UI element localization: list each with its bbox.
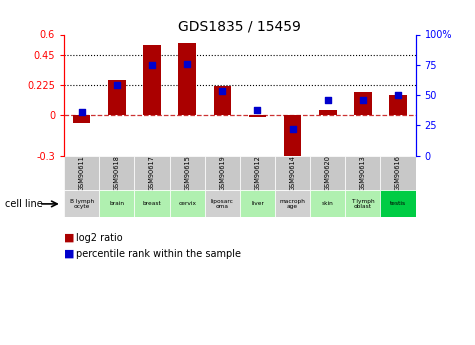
Text: GSM90615: GSM90615 xyxy=(184,155,190,191)
Text: percentile rank within the sample: percentile rank within the sample xyxy=(76,249,241,258)
Bar xyxy=(390,95,407,115)
Text: T lymph
oblast: T lymph oblast xyxy=(351,198,375,209)
Bar xyxy=(275,156,310,190)
Text: cell line: cell line xyxy=(5,199,42,209)
Bar xyxy=(134,156,170,190)
Text: liposarc
oma: liposarc oma xyxy=(211,198,234,209)
Text: cervix: cervix xyxy=(178,201,196,206)
Bar xyxy=(310,190,345,217)
Point xyxy=(289,126,296,132)
Point xyxy=(324,97,332,102)
Point xyxy=(254,107,261,112)
Bar xyxy=(310,156,345,190)
Text: GSM90616: GSM90616 xyxy=(395,155,401,191)
Bar xyxy=(319,110,336,115)
Bar xyxy=(275,190,310,217)
Bar xyxy=(380,156,416,190)
Point xyxy=(148,62,156,68)
Bar xyxy=(134,190,170,217)
Text: GSM90619: GSM90619 xyxy=(219,155,225,191)
Bar xyxy=(170,156,205,190)
Point xyxy=(218,89,226,94)
Text: skin: skin xyxy=(322,201,333,206)
Bar xyxy=(170,190,205,217)
Point xyxy=(113,82,121,88)
Bar xyxy=(249,115,266,117)
Bar xyxy=(99,190,134,217)
Text: log2 ratio: log2 ratio xyxy=(76,233,123,243)
Text: GSM90614: GSM90614 xyxy=(290,155,295,191)
Text: GSM90620: GSM90620 xyxy=(325,155,331,191)
Text: GSM90612: GSM90612 xyxy=(255,155,260,191)
Text: GSM90618: GSM90618 xyxy=(114,155,120,191)
Text: ■: ■ xyxy=(64,249,75,258)
Text: testis: testis xyxy=(390,201,406,206)
Text: B lymph
ocyte: B lymph ocyte xyxy=(70,198,94,209)
Point xyxy=(394,92,402,98)
Bar xyxy=(99,156,134,190)
Text: macroph
age: macroph age xyxy=(280,198,305,209)
Text: GSM90617: GSM90617 xyxy=(149,155,155,191)
Bar xyxy=(240,190,275,217)
Bar xyxy=(354,92,371,115)
Bar xyxy=(73,115,91,123)
Point xyxy=(78,109,86,115)
Bar xyxy=(240,156,275,190)
Bar xyxy=(143,45,161,115)
Text: liver: liver xyxy=(251,201,264,206)
Point xyxy=(359,97,367,102)
Bar xyxy=(345,190,380,217)
Bar xyxy=(205,156,240,190)
Text: GSM90613: GSM90613 xyxy=(360,155,366,191)
Text: brain: brain xyxy=(109,201,124,206)
Bar xyxy=(205,190,240,217)
Bar xyxy=(345,156,380,190)
Bar xyxy=(179,42,196,115)
Bar xyxy=(108,80,125,115)
Bar xyxy=(380,190,416,217)
Bar xyxy=(284,115,301,174)
Text: ■: ■ xyxy=(64,233,75,243)
Text: GSM90611: GSM90611 xyxy=(79,155,85,191)
Text: breast: breast xyxy=(142,201,162,206)
Title: GDS1835 / 15459: GDS1835 / 15459 xyxy=(179,19,301,33)
Point xyxy=(183,61,191,66)
Bar xyxy=(64,156,99,190)
Bar xyxy=(213,86,231,115)
Bar xyxy=(64,190,99,217)
